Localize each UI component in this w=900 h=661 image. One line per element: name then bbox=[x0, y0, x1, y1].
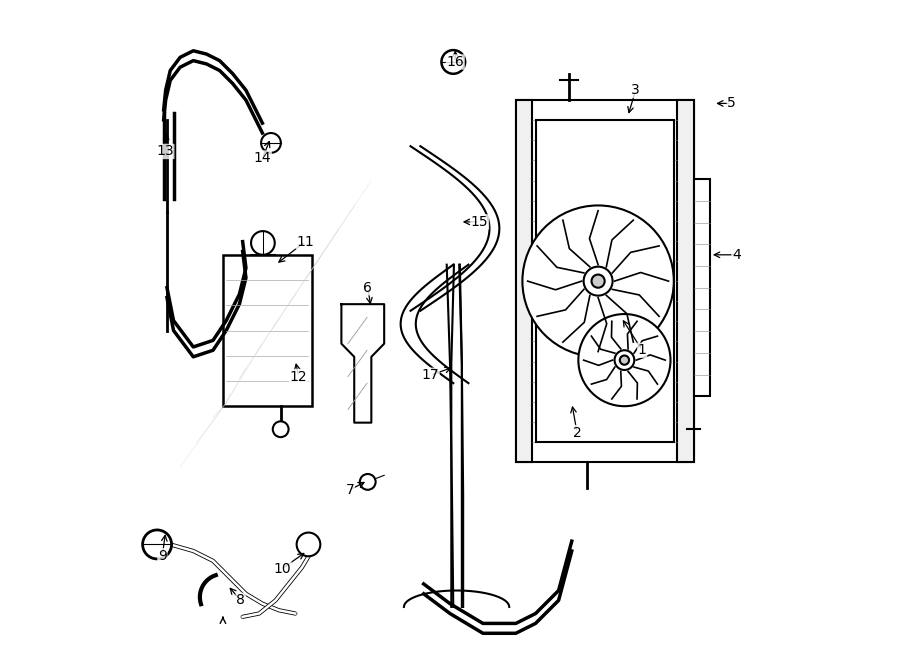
Text: 16: 16 bbox=[446, 55, 464, 69]
Circle shape bbox=[261, 133, 281, 153]
Text: 14: 14 bbox=[254, 151, 271, 165]
Text: 5: 5 bbox=[727, 97, 736, 110]
Bar bbox=[536, 120, 674, 442]
Text: 2: 2 bbox=[572, 426, 581, 440]
Circle shape bbox=[251, 231, 274, 254]
Text: 1: 1 bbox=[638, 343, 646, 357]
Text: 11: 11 bbox=[296, 235, 314, 249]
Bar bbox=[516, 100, 532, 462]
Bar bbox=[694, 179, 710, 397]
Text: 6: 6 bbox=[364, 281, 373, 295]
Text: 15: 15 bbox=[471, 215, 489, 229]
Circle shape bbox=[142, 530, 172, 559]
Text: 7: 7 bbox=[346, 483, 355, 497]
Bar bbox=[677, 100, 694, 462]
Circle shape bbox=[579, 314, 670, 407]
Circle shape bbox=[441, 50, 465, 74]
Circle shape bbox=[615, 350, 634, 370]
Text: 13: 13 bbox=[157, 145, 174, 159]
Circle shape bbox=[620, 356, 629, 365]
Circle shape bbox=[583, 266, 613, 295]
Circle shape bbox=[360, 474, 375, 490]
Circle shape bbox=[591, 274, 605, 288]
Circle shape bbox=[273, 421, 289, 437]
Bar bbox=[516, 100, 694, 462]
Text: 8: 8 bbox=[236, 594, 245, 607]
Text: 4: 4 bbox=[732, 248, 741, 262]
Text: 12: 12 bbox=[290, 369, 308, 383]
Bar bbox=[223, 254, 311, 407]
Polygon shape bbox=[341, 304, 384, 422]
Circle shape bbox=[297, 533, 320, 557]
Text: 9: 9 bbox=[158, 549, 166, 563]
Text: 17: 17 bbox=[421, 368, 439, 382]
Text: 10: 10 bbox=[274, 562, 291, 576]
Circle shape bbox=[522, 206, 674, 357]
Text: 3: 3 bbox=[631, 83, 640, 97]
